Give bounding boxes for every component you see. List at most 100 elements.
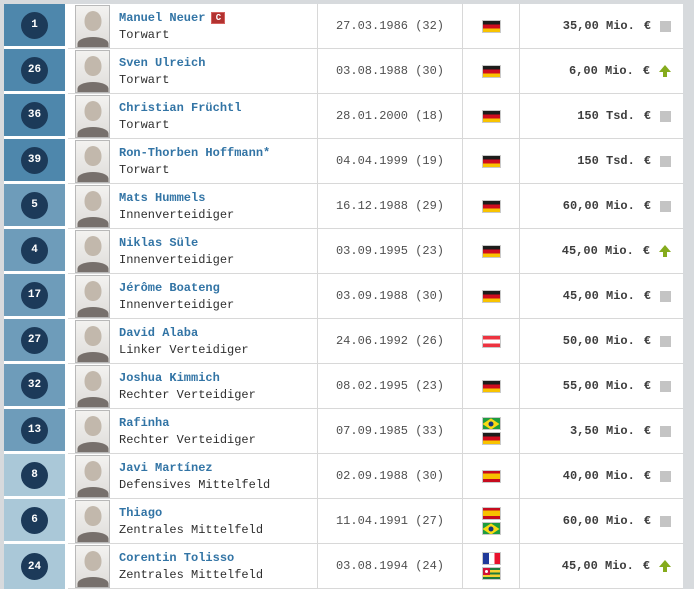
player-name-link[interactable]: Corentin Tolisso bbox=[119, 550, 235, 565]
currency-symbol: € bbox=[643, 379, 651, 393]
nationality-flags bbox=[463, 94, 520, 139]
shirt-number-badge: 27 bbox=[21, 326, 48, 354]
birthdate-age-cell: 27.03.1986 (32) bbox=[318, 4, 463, 49]
germany-flag-icon bbox=[481, 64, 501, 78]
player-position-label: Zentrales Mittelfeld bbox=[119, 522, 264, 537]
currency-symbol: € bbox=[643, 334, 651, 348]
player-name-line: Rafinha bbox=[119, 416, 256, 430]
player-name-line: Mats Hummels bbox=[119, 191, 234, 205]
player-name-link[interactable]: Mats Hummels bbox=[119, 190, 206, 205]
nationality-flags bbox=[463, 274, 520, 319]
player-name-block: David Alaba Linker Verteidiger bbox=[119, 326, 249, 357]
market-value-cell: 45,00 Mio. € bbox=[520, 274, 683, 319]
player-name-line: Thiago bbox=[119, 506, 263, 520]
market-value-label: 50,00 Mio. bbox=[562, 334, 635, 348]
player-name-link[interactable]: Rafinha bbox=[119, 415, 170, 430]
player-photo[interactable] bbox=[75, 544, 110, 588]
germany-flag-icon bbox=[481, 154, 501, 168]
player-row: 4 Niklas Süle Innenverteidiger 03.09.199… bbox=[4, 229, 683, 274]
player-photo[interactable] bbox=[75, 499, 110, 543]
nationality-flags bbox=[463, 454, 520, 499]
player-photo[interactable] bbox=[75, 274, 110, 318]
market-value-label: 40,00 Mio. bbox=[562, 469, 635, 483]
player-cell: Thiago Zentrales Mittelfeld bbox=[68, 499, 318, 544]
birthdate-age-cell: 04.04.1999 (19) bbox=[318, 139, 463, 184]
player-name-link[interactable]: Ron-Thorben Hoffmann* bbox=[119, 145, 271, 160]
player-name-link[interactable]: Javi Martínez bbox=[119, 460, 213, 475]
shirt-number-badge: 17 bbox=[21, 281, 48, 309]
market-value-label: 55,00 Mio. bbox=[562, 379, 635, 393]
player-name-link[interactable]: Thiago bbox=[119, 505, 163, 520]
shirt-number-badge: 13 bbox=[21, 416, 48, 444]
germany-flag-icon bbox=[481, 289, 501, 303]
captain-badge-icon: C bbox=[211, 11, 226, 24]
birthdate-age-cell: 07.09.1985 (33) bbox=[318, 409, 463, 454]
player-position-label: Linker Verteidiger bbox=[119, 342, 249, 357]
birthdate-age-cell: 03.08.1994 (24) bbox=[318, 544, 463, 589]
player-name-link[interactable]: Sven Ulreich bbox=[119, 55, 206, 70]
player-photo[interactable] bbox=[75, 319, 110, 363]
player-name-link[interactable]: Manuel Neuer bbox=[119, 10, 206, 25]
market-value-cell: 40,00 Mio. € bbox=[520, 454, 683, 499]
player-photo[interactable] bbox=[75, 184, 110, 228]
player-photo[interactable] bbox=[75, 409, 110, 453]
player-row: 39 Ron-Thorben Hoffmann* Torwart 04.04.1… bbox=[4, 139, 683, 184]
player-name-link[interactable]: David Alaba bbox=[119, 325, 199, 340]
shirt-number-cell: 17 bbox=[4, 274, 68, 319]
market-value-cell: 6,00 Mio. € bbox=[520, 49, 683, 94]
player-name-link[interactable]: Jérôme Boateng bbox=[119, 280, 220, 295]
shirt-number-badge: 32 bbox=[21, 371, 48, 399]
germany-flag-icon bbox=[481, 199, 501, 213]
market-value-label: 60,00 Mio. bbox=[562, 199, 635, 213]
player-cell: Ron-Thorben Hoffmann* Torwart bbox=[68, 139, 318, 184]
shirt-number-cell: 39 bbox=[4, 139, 68, 184]
currency-symbol: € bbox=[643, 469, 651, 483]
nationality-flags bbox=[463, 319, 520, 364]
shirt-number-cell: 27 bbox=[4, 319, 68, 364]
market-value-cell: 35,00 Mio. € bbox=[520, 4, 683, 49]
player-photo[interactable] bbox=[75, 364, 110, 408]
shirt-number-cell: 6 bbox=[4, 499, 68, 544]
player-row: 27 David Alaba Linker Verteidiger 24.06.… bbox=[4, 319, 683, 364]
market-value-label: 45,00 Mio. bbox=[562, 289, 635, 303]
player-name-line: Jérôme Boateng bbox=[119, 281, 234, 295]
player-position-label: Rechter Verteidiger bbox=[119, 432, 256, 447]
market-value-cell: 150 Tsd. € bbox=[520, 94, 683, 139]
player-name-link[interactable]: Niklas Süle bbox=[119, 235, 199, 250]
player-photo[interactable] bbox=[75, 454, 110, 498]
player-photo[interactable] bbox=[75, 139, 110, 183]
player-name-block: Javi Martínez Defensives Mittelfeld bbox=[119, 461, 270, 492]
market-value-label: 45,00 Mio. bbox=[561, 244, 634, 258]
player-name-block: Manuel Neuer C Torwart bbox=[119, 10, 226, 42]
currency-symbol: € bbox=[642, 559, 650, 573]
trend-steady-icon bbox=[660, 470, 671, 482]
player-photo[interactable] bbox=[75, 94, 110, 138]
player-photo[interactable] bbox=[75, 229, 110, 273]
shirt-number-cell: 8 bbox=[4, 454, 68, 499]
market-value-label: 45,00 Mio. bbox=[561, 559, 634, 573]
player-name-link[interactable]: Christian Früchtl bbox=[119, 100, 242, 115]
player-cell: Rafinha Rechter Verteidiger bbox=[68, 409, 318, 454]
currency-symbol: € bbox=[643, 19, 651, 33]
brazil-flag-icon bbox=[481, 417, 501, 430]
trend-steady-icon bbox=[660, 110, 671, 122]
market-value-cell: 3,50 Mio. € bbox=[520, 409, 683, 454]
player-cell: David Alaba Linker Verteidiger bbox=[68, 319, 318, 364]
player-row: 32 Joshua Kimmich Rechter Verteidiger 08… bbox=[4, 364, 683, 409]
market-value-cell: 150 Tsd. € bbox=[520, 139, 683, 184]
player-row: 13 Rafinha Rechter Verteidiger 07.09.198… bbox=[4, 409, 683, 454]
nationality-flags bbox=[463, 364, 520, 409]
market-value-cell: 55,00 Mio. € bbox=[520, 364, 683, 409]
player-name-link[interactable]: Joshua Kimmich bbox=[119, 370, 220, 385]
player-photo[interactable] bbox=[75, 49, 110, 93]
market-value-cell: 60,00 Mio. € bbox=[520, 499, 683, 544]
trend-steady-icon bbox=[660, 425, 671, 437]
player-name-line: Manuel Neuer C bbox=[119, 10, 226, 25]
player-cell: Joshua Kimmich Rechter Verteidiger bbox=[68, 364, 318, 409]
player-name-block: Jérôme Boateng Innenverteidiger bbox=[119, 281, 234, 312]
currency-symbol: € bbox=[643, 109, 651, 123]
player-position-label: Defensives Mittelfeld bbox=[119, 477, 271, 492]
trend-up-icon bbox=[659, 65, 671, 77]
squad-table: 1 Manuel Neuer C Torwart 27.03.1986 (32)… bbox=[4, 4, 683, 589]
player-photo[interactable] bbox=[75, 4, 110, 48]
